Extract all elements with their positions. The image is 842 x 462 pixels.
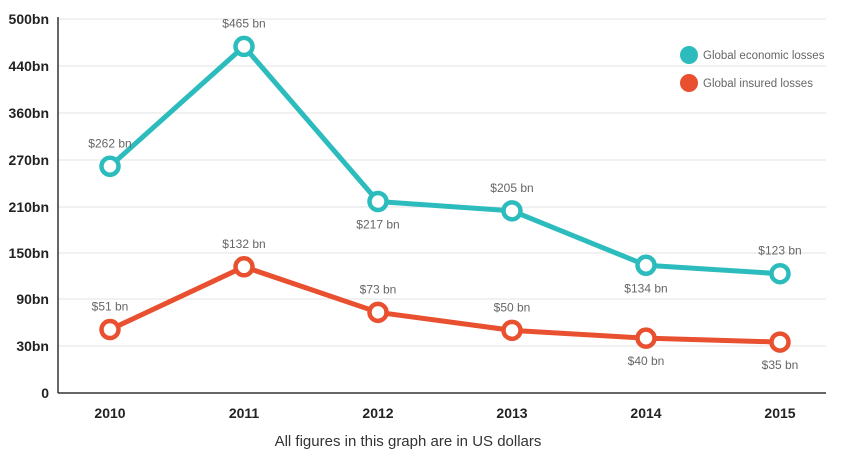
data-label: $134 bn: [624, 281, 667, 295]
data-label: $465 bn: [222, 16, 265, 30]
data-point: [501, 319, 523, 342]
series-line-0: [107, 43, 783, 277]
y-tick-label: 150bn: [9, 245, 49, 261]
legend: Global economic losses Global insured los…: [680, 46, 825, 92]
data-label: $40 bn: [628, 354, 665, 368]
y-tick-label: 500bn: [9, 11, 49, 27]
x-tick-labels: 2010 2011 2012 2013 2014 2015: [94, 405, 795, 421]
x-tick-label: 2015: [764, 405, 795, 421]
data-point: [501, 200, 523, 222]
data-point: [367, 190, 389, 213]
data-point: [635, 254, 657, 277]
x-tick-label: 2013: [496, 405, 527, 421]
y-tick-label: 30bn: [16, 338, 49, 354]
x-tick-label: 2014: [630, 405, 661, 421]
data-label: $123 bn: [758, 244, 801, 258]
y-tick-label: 440bn: [9, 58, 49, 74]
legend-swatch: [680, 46, 698, 64]
data-label: $132 bn: [222, 237, 265, 251]
series: [99, 35, 791, 353]
legend-swatch: [680, 74, 698, 92]
data-label: $262 bn: [88, 136, 131, 150]
x-tick-label: 2010: [94, 405, 125, 421]
data-label: $51 bn: [92, 300, 129, 314]
series-line-1: [107, 264, 783, 345]
legend-label: Global economic losses: [703, 50, 825, 62]
x-tick-label: 2012: [362, 405, 393, 421]
data-point: [367, 301, 389, 324]
y-tick-label: 90bn: [16, 291, 49, 307]
data-point: [99, 155, 121, 178]
data-labels: $262 bn $465 bn $217 bn $205 bn $134 bn $123 …: [88, 16, 801, 372]
y-tick-label: 0: [41, 385, 49, 401]
data-point: [635, 327, 657, 349]
data-label: $205 bn: [490, 181, 533, 195]
legend-label: Global insured losses: [703, 78, 813, 90]
data-point: [233, 35, 255, 58]
data-point: [99, 318, 121, 341]
axes: [57, 17, 826, 394]
data-label: $35 bn: [762, 358, 799, 372]
data-point: [233, 256, 255, 278]
y-tick-label: 270bn: [9, 152, 49, 168]
y-tick-label: 210bn: [9, 199, 49, 215]
x-tick-label: 2011: [229, 405, 260, 421]
data-point: [769, 331, 791, 353]
y-tick-labels: 0 30bn 90bn 150bn 210bn 270bn 360bn 440bn 500bn: [9, 11, 50, 401]
x-axis-caption: All figures in this graph are in US doll…: [275, 433, 542, 450]
data-label: $73 bn: [360, 282, 397, 296]
data-point: [769, 262, 791, 285]
data-label: $50 bn: [494, 300, 531, 314]
data-label: $217 bn: [356, 218, 399, 232]
y-tick-label: 360bn: [9, 105, 49, 121]
grid-lines: [58, 18, 826, 347]
